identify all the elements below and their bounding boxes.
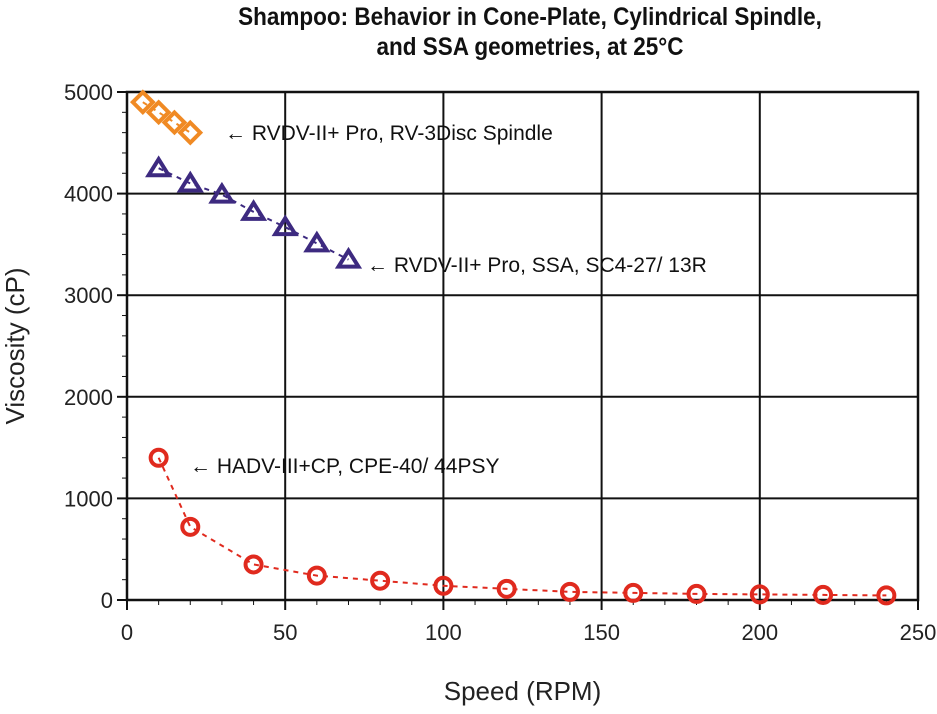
data-point-triangle: [145, 155, 173, 178]
data-point-circle: [148, 447, 169, 468]
chart-title: Shampoo: Behavior in Cone-Plate, Cylindr…: [170, 2, 890, 62]
data-point-circle: [813, 584, 834, 605]
x-tick-label: 200: [741, 620, 778, 645]
data-point-circle: [243, 554, 264, 575]
data-point-diamond: [129, 89, 156, 115]
data-point-triangle: [208, 181, 236, 204]
data-point-triangle: [239, 199, 268, 221]
title-line-2: and SSA geometries, at 25°C: [376, 33, 684, 61]
plot-area: [125, 90, 920, 602]
x-tick-label: 0: [121, 620, 133, 645]
data-point-triangle: [303, 230, 331, 253]
data-point-circle: [876, 585, 897, 606]
series-line-triangle: [158, 167, 349, 261]
y-tick-label: 5000: [64, 80, 113, 105]
data-point-circle: [749, 584, 770, 605]
y-axis-label: Viscosity (cP): [0, 268, 30, 425]
x-tick-label: 150: [583, 620, 620, 645]
x-tick-label: 50: [273, 620, 297, 645]
y-tick-label: 4000: [64, 182, 113, 207]
data-point-circle: [370, 570, 391, 591]
data-point-diamond: [177, 119, 204, 146]
y-tick-label: 3000: [64, 283, 113, 308]
data-point-diamond: [145, 99, 172, 126]
data-point-circle: [623, 582, 644, 603]
y-tick-label: 2000: [64, 385, 113, 410]
data-point-diamond: [161, 109, 188, 136]
series-annotation-circle: ← HADV-III+CP, CPE-40/ 44PSY: [190, 455, 500, 478]
title-line-1: Shampoo: Behavior in Cone-Plate, Cylindr…: [238, 3, 822, 31]
x-tick-label: 250: [900, 620, 937, 645]
x-tick-label: 100: [425, 620, 462, 645]
x-axis-label: Speed (RPM): [444, 676, 602, 706]
data-point-circle: [559, 581, 580, 602]
y-tick-label: 1000: [64, 486, 113, 511]
data-point-circle: [180, 516, 201, 537]
data-point-circle: [306, 565, 327, 586]
series-line-circle: [157, 457, 887, 597]
data-point-circle: [433, 575, 454, 596]
y-tick-label: 0: [101, 588, 113, 613]
data-point-triangle: [334, 246, 363, 269]
data-point-circle: [496, 578, 517, 599]
data-point-triangle: [271, 214, 299, 237]
data-point-circle: [686, 583, 707, 604]
series-annotation-diamond: ← RVDV-II+ Pro, RV-3Disc Spindle: [225, 122, 553, 145]
data-point-triangle: [176, 170, 204, 193]
series-annotation-triangle: ← RVDV-II+ Pro, SSA, SC4-27/ 13R: [367, 254, 707, 277]
